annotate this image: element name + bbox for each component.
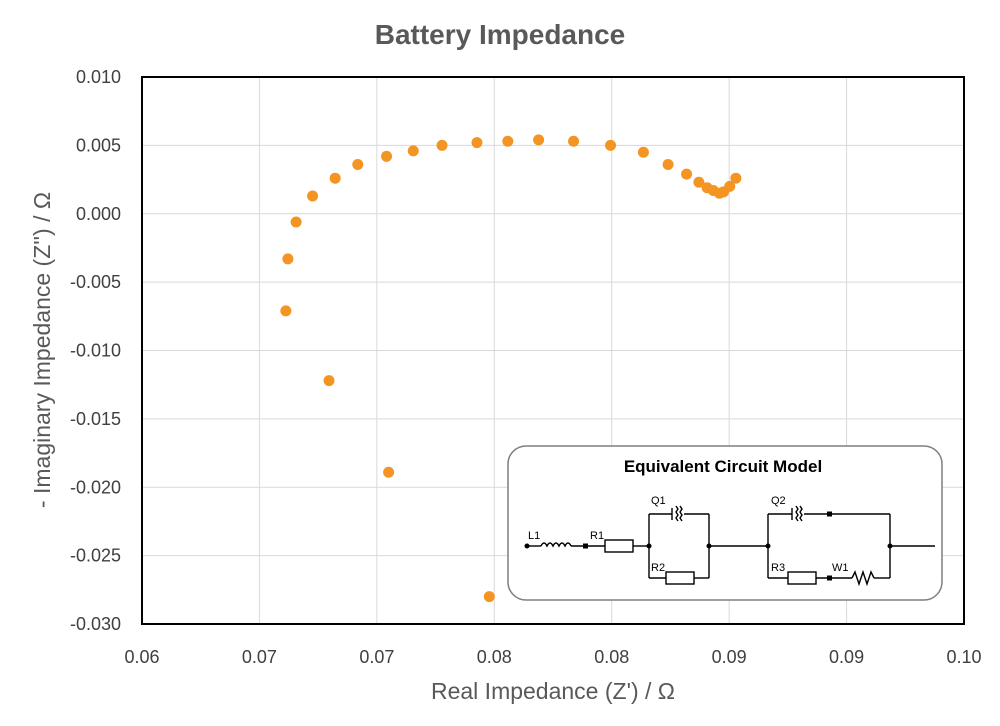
inset-title: Equivalent Circuit Model xyxy=(624,457,822,476)
x-tick-label: 0.06 xyxy=(124,647,159,667)
label-Q2: Q2 xyxy=(771,495,786,507)
data-point xyxy=(724,180,736,192)
data-point xyxy=(605,139,617,151)
data-point xyxy=(568,135,580,147)
y-tick-label: -0.015 xyxy=(70,409,121,429)
data-point xyxy=(436,139,448,151)
x-tick-label: 0.07 xyxy=(359,647,394,667)
label-Q1: Q1 xyxy=(651,495,666,507)
data-point xyxy=(533,134,545,146)
y-tick-label: -0.005 xyxy=(70,272,121,292)
x-axis-ticks: 0.06 0.07 0.07 0.08 0.08 0.09 0.09 0.10 xyxy=(124,647,981,667)
data-point xyxy=(352,159,364,171)
data-point xyxy=(637,146,649,158)
label-R1: R1 xyxy=(590,530,604,542)
data-point xyxy=(329,172,341,184)
chart-title: Battery Impedance xyxy=(375,19,626,50)
resistor-R2 xyxy=(665,571,695,585)
cpe-Q2 xyxy=(791,505,803,522)
y-tick-label: -0.020 xyxy=(70,477,121,497)
x-tick-label: 0.08 xyxy=(477,647,512,667)
data-point xyxy=(693,176,705,188)
label-W1: W1 xyxy=(832,562,849,574)
cpe-Q1 xyxy=(671,505,683,522)
y-tick-label: 0.000 xyxy=(76,204,121,224)
x-tick-label: 0.10 xyxy=(946,647,981,667)
data-point xyxy=(323,375,335,387)
data-point xyxy=(381,150,393,162)
data-point xyxy=(662,159,674,171)
y-tick-label: -0.030 xyxy=(70,614,121,634)
warburg-W1 xyxy=(851,569,875,587)
data-point xyxy=(282,253,294,265)
label-R3: R3 xyxy=(771,562,785,574)
data-point xyxy=(407,145,419,157)
y-axis-label: - Imaginary Impedance (Z'') / Ω xyxy=(29,192,55,508)
data-series xyxy=(280,134,742,603)
data-point xyxy=(383,466,395,478)
data-point xyxy=(307,190,319,202)
data-point xyxy=(681,168,693,180)
inset-frame xyxy=(507,445,943,601)
data-point xyxy=(471,137,483,149)
resistor-R1 xyxy=(604,539,634,553)
y-axis-ticks: 0.010 0.005 0.000 -0.005 -0.010 -0.015 -0.020 -… xyxy=(70,67,121,634)
data-point xyxy=(280,305,292,317)
data-point xyxy=(730,172,742,184)
plot-area-border xyxy=(141,76,965,625)
x-tick-label: 0.09 xyxy=(712,647,747,667)
data-point xyxy=(483,591,495,603)
y-tick-label: 0.005 xyxy=(76,135,121,155)
y-tick-label: -0.010 xyxy=(70,341,121,361)
y-tick-label: -0.025 xyxy=(70,546,121,566)
x-tick-label: 0.09 xyxy=(829,647,864,667)
data-point xyxy=(290,216,302,228)
data-point xyxy=(502,135,514,147)
y-tick-label: 0.010 xyxy=(76,67,121,87)
resistor-R3 xyxy=(787,571,817,585)
x-axis-label: Real Impedance (Z') / Ω xyxy=(431,678,675,704)
x-tick-label: 0.07 xyxy=(242,647,277,667)
label-R2: R2 xyxy=(651,562,665,574)
inductor-L1 xyxy=(540,542,572,548)
x-tick-label: 0.08 xyxy=(594,647,629,667)
circuit-inset: Equivalent Circuit Model xyxy=(507,445,943,601)
label-L1: L1 xyxy=(528,530,540,542)
circuit-diagram xyxy=(524,505,935,587)
